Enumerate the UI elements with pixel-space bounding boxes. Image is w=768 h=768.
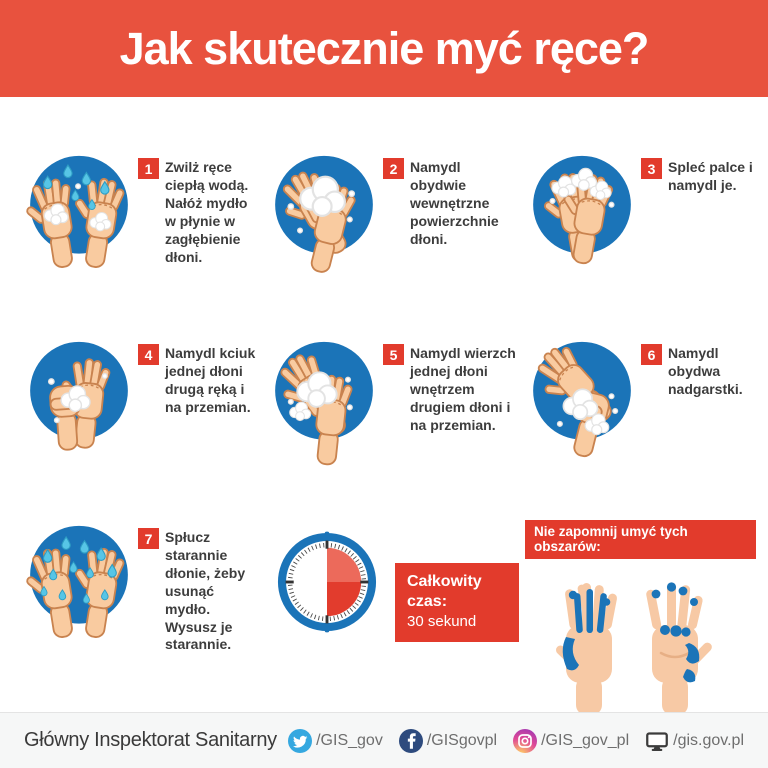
- social-website: /gis.gov.pl: [645, 729, 744, 753]
- social-handle: /GISgovpl: [426, 731, 498, 749]
- step-2: 2 Namydl obydwie wewnętrzne powierzchnie…: [261, 148, 519, 334]
- step-text: Namydl wierzch jednej dłoni wnętrzem dru…: [410, 345, 516, 433]
- header-banner: Jak skutecznie myć ręce?: [0, 0, 768, 97]
- step-number-badge: 6: [641, 344, 662, 365]
- social-links: /GIS_gov /GISgovpl /GIS_: [288, 728, 744, 753]
- hand-wash-areas-icon: [556, 582, 712, 715]
- page-title: Jak skutecznie myć ręce?: [119, 22, 650, 74]
- step-text: Namydl kciuk jednej dłoni drugą ręką i n…: [165, 345, 256, 415]
- step-text: Zwilż ręce ciepłą wodą. Nałóż mydło w pł…: [165, 159, 249, 265]
- rinsing-hands-icon: [20, 525, 128, 643]
- instagram-icon: [513, 728, 538, 753]
- step-number-badge: 4: [138, 344, 159, 365]
- step-number-badge: 2: [383, 158, 404, 179]
- step-1: 1 Zwilż ręce ciepłą wodą. Nałóż mydło w …: [16, 148, 261, 334]
- hands-under-water-icon: [20, 155, 128, 273]
- step-number-badge: 3: [641, 158, 662, 179]
- social-facebook: /GISgovpl: [398, 728, 498, 753]
- wash-areas-section: Nie zapomnij umyć tych obszarów:: [519, 518, 756, 742]
- wrist-wash-icon: [525, 338, 631, 461]
- step-number-badge: 7: [138, 528, 159, 549]
- website-icon: [645, 729, 669, 753]
- wash-areas-banner: Nie zapomnij umyć tych obszarów:: [525, 520, 756, 559]
- step-text: Spleć palce i namydl je.: [668, 159, 753, 193]
- soaping-palms-icon: [270, 155, 373, 277]
- social-twitter: /GIS_gov: [288, 728, 383, 753]
- step-4: 4 Namydl kciuk jednej dłoni drugą ręką i…: [16, 334, 261, 518]
- step-5: 5 Namydl wierzch jednej dłoni wnętrzem d…: [261, 334, 519, 518]
- thumb-wash-icon: [30, 341, 128, 452]
- timer-30-seconds-icon: [277, 531, 377, 633]
- step-6: 6 Namydl obydwa nadgarstki.: [519, 334, 756, 518]
- facebook-icon: [398, 728, 423, 753]
- social-instagram: /GIS_gov_pl: [513, 728, 630, 753]
- step-text: Spłucz starannie dłonie, żeby usunąć myd…: [165, 529, 246, 653]
- step-3: 3 Spleć palce i namydl je.: [519, 148, 756, 334]
- step-text: Namydl obydwa nadgarstki.: [668, 345, 743, 397]
- step-text: Namydl obydwie wewnętrzne powierzchnie d…: [410, 159, 499, 247]
- step-7: 7 Spłucz starannie dłonie, żeby usunąć m…: [16, 518, 261, 742]
- step-number-badge: 5: [383, 344, 404, 365]
- back-of-hand-wash-icon: [267, 341, 373, 468]
- total-time-label: Całkowity czas:: [407, 573, 482, 610]
- social-handle: /GIS_gov: [316, 731, 383, 749]
- step-number-badge: 1: [138, 158, 159, 179]
- footer-bar: Główny Inspektorat Sanitarny /GIS_gov /G…: [0, 712, 768, 768]
- total-time-value: 30 sekund: [407, 613, 477, 630]
- brand-name: Główny Inspektorat Sanitarny: [24, 729, 277, 751]
- total-time-section: Całkowity czas: 30 sekund: [261, 518, 519, 742]
- interlaced-fingers-icon: [533, 155, 631, 268]
- social-handle: /gis.gov.pl: [673, 731, 744, 749]
- twitter-icon: [288, 728, 313, 753]
- steps-grid: 1 Zwilż ręce ciepłą wodą. Nałóż mydło w …: [16, 148, 756, 742]
- total-time-badge: Całkowity czas: 30 sekund: [395, 563, 519, 642]
- social-handle: /GIS_gov_pl: [541, 731, 630, 749]
